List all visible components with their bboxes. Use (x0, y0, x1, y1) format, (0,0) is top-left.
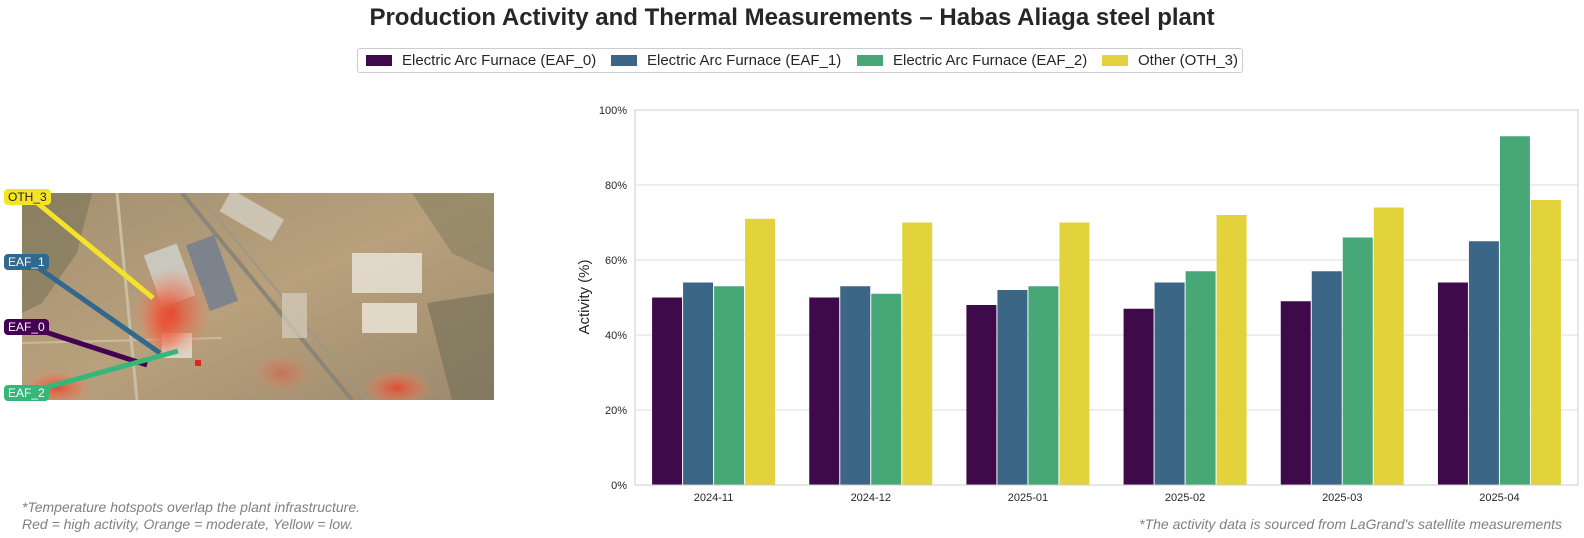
x-tick-label: 2025-04 (1479, 492, 1519, 504)
bar-eaf1-2024-12 (840, 286, 871, 485)
legend-item-eaf0: Electric Arc Furnace (EAF_0) (366, 52, 611, 69)
y-tick-label: 80% (605, 180, 627, 192)
x-axis-ticks: 2024-11 2024-12 2025-01 2025-02 2025-03 2025-… (694, 492, 1520, 504)
bar-eaf2-2025-02 (1185, 271, 1216, 485)
legend-swatch-eaf0 (366, 55, 392, 66)
x-tick-label: 2025-02 (1165, 492, 1205, 504)
map-label-oth3: OTH_3 (4, 189, 51, 205)
y-tick-label: 60% (605, 255, 627, 267)
legend-label-oth3: Other (OTH_3) (1138, 52, 1239, 69)
bar-eaf1-2025-04 (1468, 241, 1499, 485)
chart-title: Production Activity and Thermal Measurem… (369, 4, 1215, 31)
data-source-note: *The activity data is sourced from LaGra… (1139, 516, 1562, 532)
x-tick-label: 2024-11 (694, 492, 734, 504)
bar-eaf2-2024-12 (871, 293, 902, 485)
legend-swatch-oth3 (1102, 55, 1128, 66)
map-pointers (28, 195, 179, 395)
map-label-eaf1: EAF_1 (4, 254, 49, 270)
legend-swatch-eaf2 (857, 55, 883, 66)
bar-eaf2-2025-03 (1342, 237, 1373, 485)
legend-item-oth3: Other (OTH_3) (1102, 52, 1238, 69)
bar-oth3-2025-01 (1059, 222, 1090, 485)
map-note-line1: *Temperature hotspots overlap the plant … (22, 499, 361, 515)
bar-eaf0-2024-11 (652, 297, 683, 485)
legend-label-eaf2: Electric Arc Furnace (EAF_2) (893, 52, 1088, 69)
bars (652, 136, 1561, 485)
bar-eaf0-2025-01 (966, 305, 997, 485)
y-tick-label: 40% (605, 330, 627, 342)
legend-label-eaf0: Electric Arc Furnace (EAF_0) (402, 52, 597, 69)
bar-eaf2-2025-04 (1499, 136, 1530, 485)
bar-eaf2-2025-01 (1028, 286, 1059, 485)
x-tick-label: 2024-12 (851, 492, 891, 504)
pointer-eaf0 (29, 324, 148, 368)
bar-eaf0-2025-02 (1123, 308, 1154, 485)
grid-lines (635, 109, 1578, 486)
bar-eaf1-2025-01 (997, 290, 1028, 485)
bar-oth3-2025-02 (1216, 215, 1247, 485)
pointer-oth3 (28, 195, 155, 300)
map-label-eaf2: EAF_2 (4, 385, 49, 401)
map-label-eaf0: EAF_0 (4, 319, 49, 335)
legend-item-eaf2: Electric Arc Furnace (EAF_2) (857, 52, 1102, 69)
y-tick-label: 0% (611, 480, 627, 492)
legend-label-eaf1: Electric Arc Furnace (EAF_1) (647, 52, 842, 69)
bar-eaf2-2024-11 (714, 286, 745, 485)
y-axis-ticks: 0% 20% 40% 60% 80% 100% (599, 105, 627, 492)
plot-frame (634, 109, 1579, 486)
bar-oth3-2025-04 (1530, 200, 1561, 485)
bar-oth3-2024-11 (745, 218, 776, 485)
x-tick-label: 2025-03 (1322, 492, 1362, 504)
legend: Electric Arc Furnace (EAF_0) Electric Ar… (357, 48, 1243, 73)
y-tick-label: 20% (605, 405, 627, 417)
bar-oth3-2025-03 (1373, 207, 1404, 485)
y-tick-label: 100% (599, 105, 627, 117)
bar-eaf1-2025-02 (1154, 282, 1185, 485)
pointer-eaf1 (28, 259, 162, 356)
map-note-line2: Red = high activity, Orange = moderate, … (22, 516, 354, 532)
bar-eaf0-2024-12 (809, 297, 840, 485)
bar-oth3-2024-12 (902, 222, 933, 485)
legend-swatch-eaf1 (611, 55, 637, 66)
x-tick-label: 2025-01 (1008, 492, 1048, 504)
bar-eaf1-2024-11 (683, 282, 714, 485)
legend-item-eaf1: Electric Arc Furnace (EAF_1) (611, 52, 857, 69)
pointer-eaf2 (29, 348, 179, 395)
bar-eaf0-2025-04 (1437, 282, 1468, 485)
map-note: *Temperature hotspots overlap the plant … (22, 499, 360, 533)
bar-eaf1-2025-03 (1311, 271, 1342, 485)
y-axis-label: Activity (%) (576, 259, 593, 334)
bar-eaf0-2025-03 (1280, 301, 1311, 485)
